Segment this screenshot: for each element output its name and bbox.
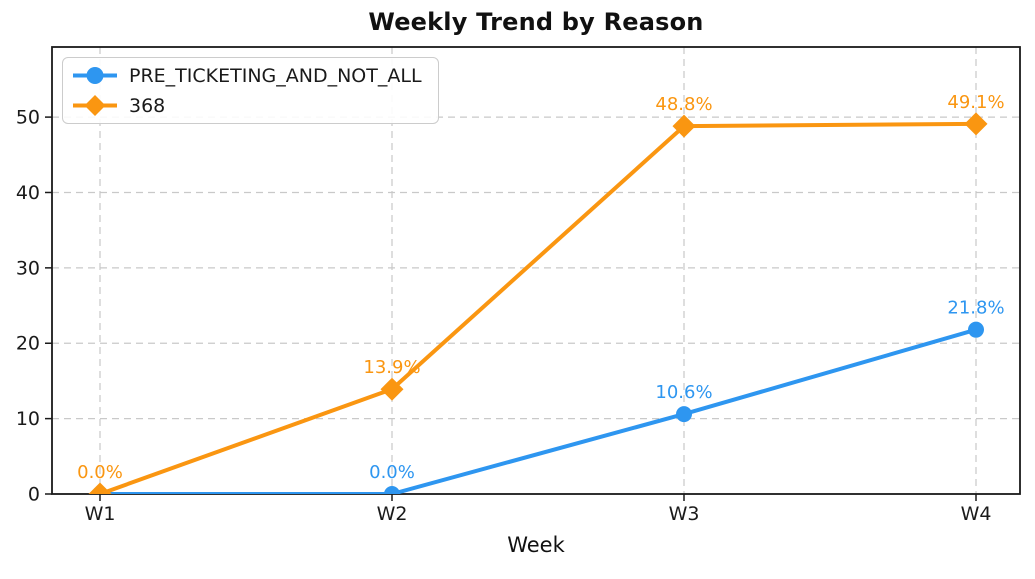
y-tick-label: 0 [28, 483, 40, 505]
series-line-PRE_TICKETING_AND_NOT_ALL [98, 327, 978, 494]
x-tick-label: W3 [669, 503, 700, 525]
x-tick-label: W4 [961, 503, 992, 525]
y-tick-label: 20 [16, 333, 40, 355]
legend-item: 368 [71, 92, 422, 119]
legend: PRE_TICKETING_AND_NOT_ALL 368 [62, 57, 439, 124]
point-label: 0.0% [77, 462, 123, 483]
legend-item: PRE_TICKETING_AND_NOT_ALL [71, 62, 422, 89]
series-line-368 [98, 121, 978, 494]
point-label: 21.8% [947, 298, 1004, 319]
chart-title: Weekly Trend by Reason [368, 8, 704, 36]
legend-circle-swatch [73, 67, 117, 84]
y-tick-label: 30 [16, 257, 40, 279]
x-tick-label: W2 [377, 503, 408, 525]
diamond-marker [964, 112, 988, 136]
circle-marker [384, 486, 400, 494]
diamond-marker [672, 114, 696, 138]
legend-item-label: PRE_TICKETING_AND_NOT_ALL [129, 64, 422, 87]
series-layer [88, 112, 988, 494]
point-label: 13.9% [363, 357, 420, 378]
legend-diamond-swatch [73, 95, 117, 116]
legend-item-label: 368 [129, 94, 166, 117]
x-axis-label: Week [507, 533, 565, 557]
circle-marker [968, 321, 984, 338]
plot-border [51, 46, 1021, 495]
point-label: 0.0% [369, 462, 415, 483]
circle-marker [676, 406, 692, 423]
point-label: 48.8% [655, 94, 712, 115]
y-tick-label: 50 [16, 107, 40, 129]
diamond-marker [380, 377, 404, 401]
diamond-marker [88, 482, 112, 494]
x-tick-label: W1 [85, 503, 116, 525]
y-tick-label: 40 [16, 182, 40, 204]
y-tick-label: 10 [16, 408, 40, 430]
point-label: 10.6% [655, 382, 712, 403]
point-label: 49.1% [947, 92, 1004, 113]
